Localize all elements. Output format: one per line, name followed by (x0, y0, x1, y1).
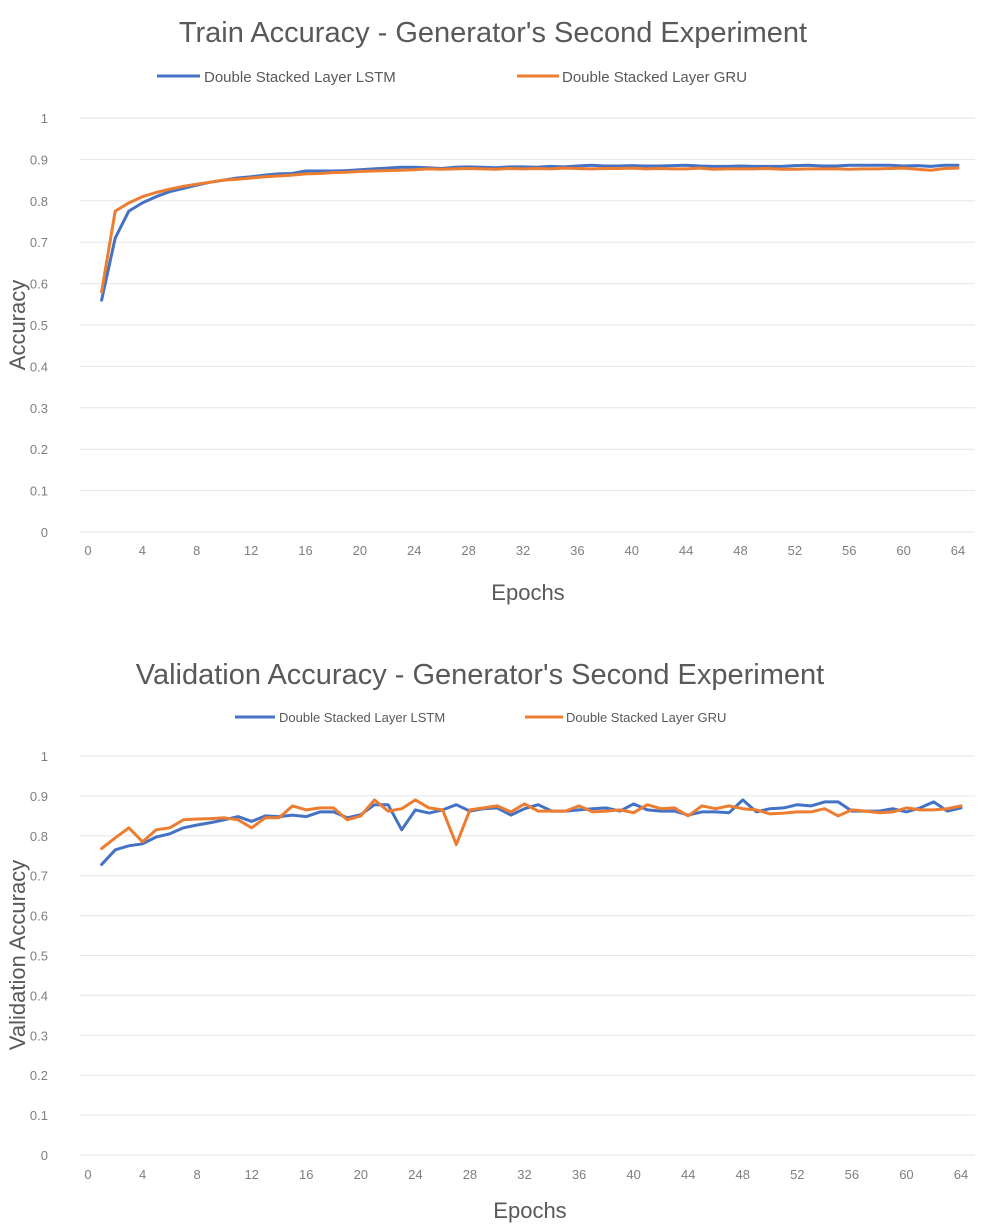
validation-accuracy-chart: Validation Accuracy - Generator's Second… (0, 640, 986, 1229)
x-tick-label: 64 (954, 1167, 968, 1182)
series-line-gru (100, 798, 963, 851)
chart-title: Train Accuracy - Generator's Second Expe… (179, 17, 807, 49)
y-tick-label: 0.4 (30, 359, 48, 374)
x-axis-title: Epochs (491, 580, 564, 605)
series-line-lstm (100, 798, 963, 866)
legend: Double Stacked Layer LSTM Double Stacked… (157, 69, 747, 86)
y-tick-label: 0.5 (30, 318, 48, 333)
x-tick-label: 32 (516, 543, 530, 558)
x-tick-label: 4 (139, 543, 146, 558)
x-tick-label: 32 (517, 1167, 531, 1182)
y-tick-label: 0.3 (30, 1028, 48, 1043)
x-tick-label: 24 (407, 543, 421, 558)
y-tick-label: 1 (41, 749, 48, 764)
y-axis-title: Accuracy (5, 280, 30, 370)
x-tick-label: 48 (733, 543, 747, 558)
x-tick-label: 4 (139, 1167, 146, 1182)
x-tick-label: 16 (298, 543, 312, 558)
x-tick-label: 16 (299, 1167, 313, 1182)
x-tick-label: 24 (408, 1167, 422, 1182)
y-tick-label: 0.8 (30, 829, 48, 844)
x-tick-label: 36 (572, 1167, 586, 1182)
x-tick-label: 28 (463, 1167, 477, 1182)
y-tick-label: 0.1 (30, 484, 48, 499)
y-tick-label: 0.7 (30, 869, 48, 884)
x-tick-label: 8 (193, 543, 200, 558)
y-tick-label: 0.5 (30, 949, 48, 964)
legend-label-gru: Double Stacked Layer GRU (562, 69, 747, 86)
x-tick-label: 12 (244, 543, 258, 558)
train-accuracy-chart: Train Accuracy - Generator's Second Expe… (5, 17, 975, 605)
y-tick-label: 0.8 (30, 194, 48, 209)
y-tick-label: 0 (41, 525, 48, 540)
y-tick-label: 0.9 (30, 789, 48, 804)
x-tick-label: 28 (461, 543, 475, 558)
y-tick-label: 0.7 (30, 235, 48, 250)
x-tick-label: 20 (353, 543, 367, 558)
x-axis-title: Epochs (493, 1198, 566, 1223)
y-tick-label: 0.6 (30, 909, 48, 924)
x-tick-label: 40 (625, 543, 639, 558)
x-tick-label: 20 (354, 1167, 368, 1182)
chart-title: Validation Accuracy - Generator's Second… (136, 659, 824, 691)
x-tick-label: 60 (899, 1167, 913, 1182)
x-tick-label: 0 (84, 543, 91, 558)
train-accuracy-plot: Train Accuracy - Generator's Second Expe… (5, 17, 975, 605)
x-tick-label: 48 (736, 1167, 750, 1182)
x-tick-label: 52 (788, 543, 802, 558)
x-tick-label: 0 (84, 1167, 91, 1182)
y-tick-label: 0.4 (30, 988, 48, 1003)
x-tick-label: 8 (194, 1167, 201, 1182)
series-line-lstm (100, 163, 960, 302)
y-tick-label: 0.9 (30, 152, 48, 167)
y-axis-title: Validation Accuracy (5, 860, 30, 1050)
y-tick-label: 0.2 (30, 1068, 48, 1083)
legend: Double Stacked Layer LSTM Double Stacked… (235, 710, 726, 725)
validation-accuracy-plot: Validation Accuracy - Generator's Second… (5, 659, 975, 1223)
x-tick-label: 44 (679, 543, 693, 558)
series-line-gru (100, 166, 960, 294)
y-tick-label: 0.1 (30, 1108, 48, 1123)
x-tick-label: 36 (570, 543, 584, 558)
x-tick-label: 64 (951, 543, 965, 558)
y-tick-label: 0.3 (30, 401, 48, 416)
legend-label-lstm: Double Stacked Layer LSTM (279, 710, 445, 725)
y-tick-label: 0 (41, 1148, 48, 1163)
y-tick-label: 0.2 (30, 442, 48, 457)
x-tick-label: 56 (845, 1167, 859, 1182)
x-tick-label: 12 (244, 1167, 258, 1182)
legend-label-lstm: Double Stacked Layer LSTM (204, 69, 396, 86)
x-tick-label: 52 (790, 1167, 804, 1182)
x-tick-label: 40 (626, 1167, 640, 1182)
x-tick-label: 44 (681, 1167, 695, 1182)
y-tick-label: 1 (41, 111, 48, 126)
legend-label-gru: Double Stacked Layer GRU (566, 710, 726, 725)
x-tick-label: 60 (896, 543, 910, 558)
y-tick-label: 0.6 (30, 277, 48, 292)
x-tick-label: 56 (842, 543, 856, 558)
